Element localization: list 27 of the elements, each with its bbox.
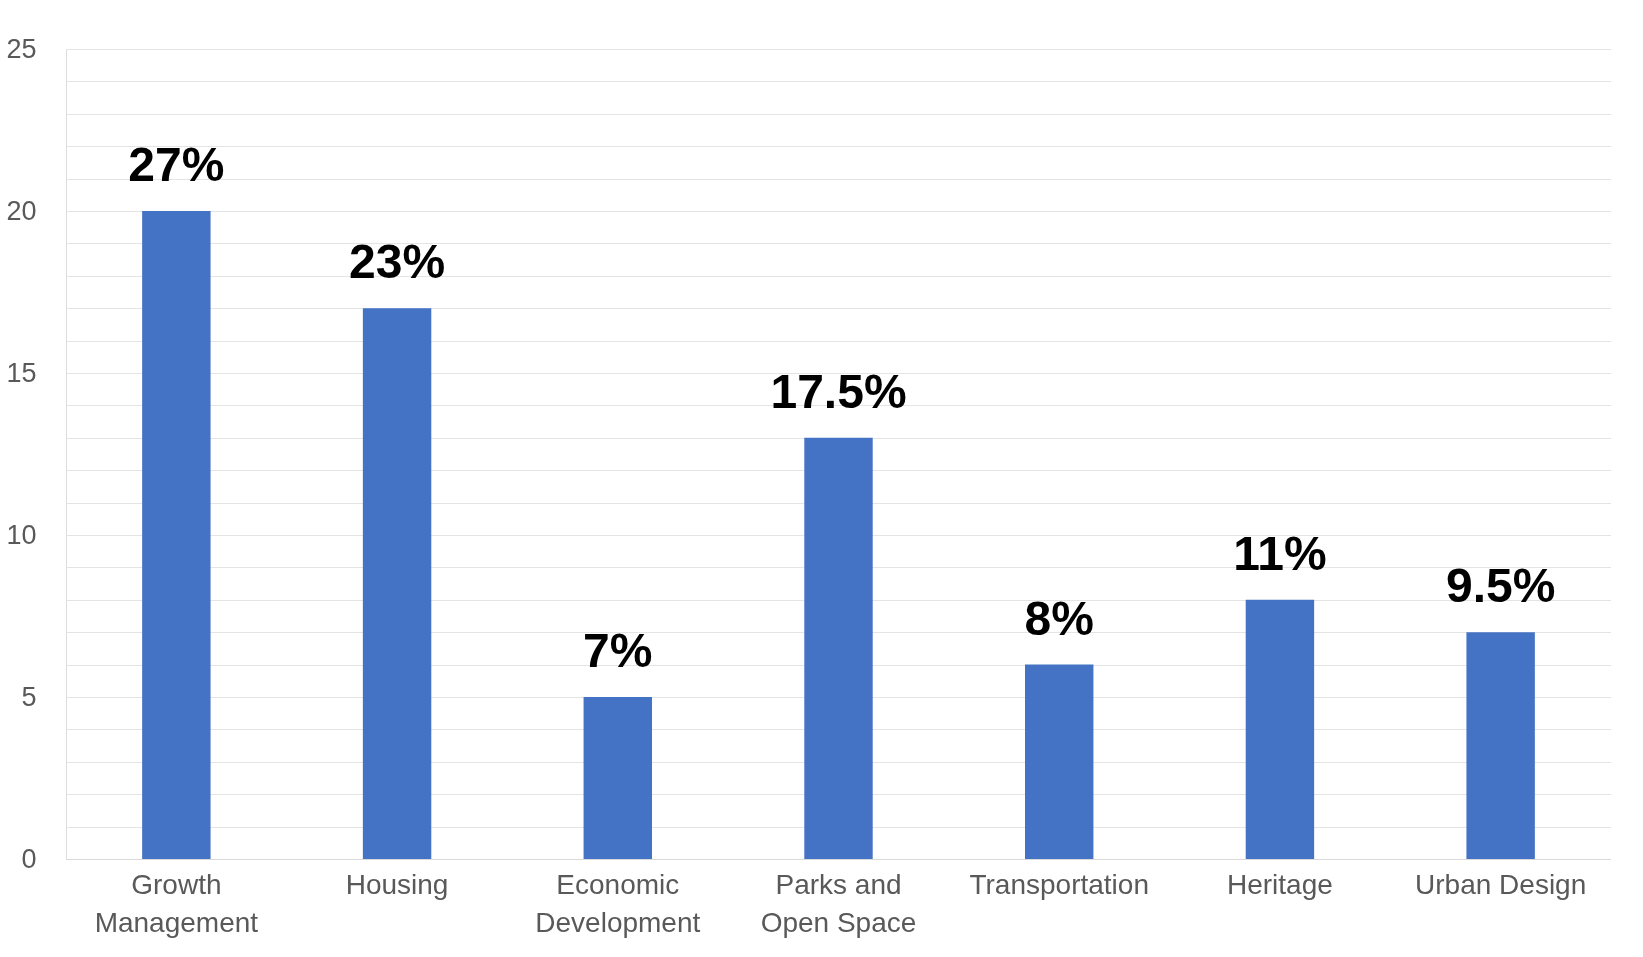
annotation: 23% xyxy=(349,235,446,289)
annotation: 11% xyxy=(1233,526,1327,580)
y-tick-label: 5 xyxy=(21,681,37,712)
annotation: 9.5% xyxy=(1445,559,1556,613)
annotation: 27% xyxy=(128,138,225,191)
bar xyxy=(1466,632,1535,859)
x-tick-label: Transportation xyxy=(969,868,1149,900)
annotation: 17.5% xyxy=(770,364,907,418)
bar xyxy=(804,437,873,859)
x-tick-label: Housing xyxy=(345,868,449,900)
x-tick-label: Heritage xyxy=(1227,868,1333,900)
y-tick-label: 20 xyxy=(6,195,37,226)
annotation: 7% xyxy=(583,624,653,677)
x-tick-label: Urban Design xyxy=(1415,868,1587,900)
bar xyxy=(362,308,432,859)
y-tick-label: 10 xyxy=(6,519,37,550)
y-tick-label: 15 xyxy=(6,357,37,388)
bar xyxy=(583,697,652,859)
annotation: 8% xyxy=(1024,591,1094,645)
bar xyxy=(142,211,211,859)
y-tick-label: 0 xyxy=(21,843,37,874)
bar xyxy=(1025,664,1094,859)
x-tick-label: Growth Management xyxy=(94,868,259,938)
bar xyxy=(1245,599,1315,859)
x-tick-label: Economic Development xyxy=(535,868,701,938)
x-tick-label: Parks and Open Space xyxy=(760,868,917,938)
y-tick-label: 25 xyxy=(6,33,37,64)
